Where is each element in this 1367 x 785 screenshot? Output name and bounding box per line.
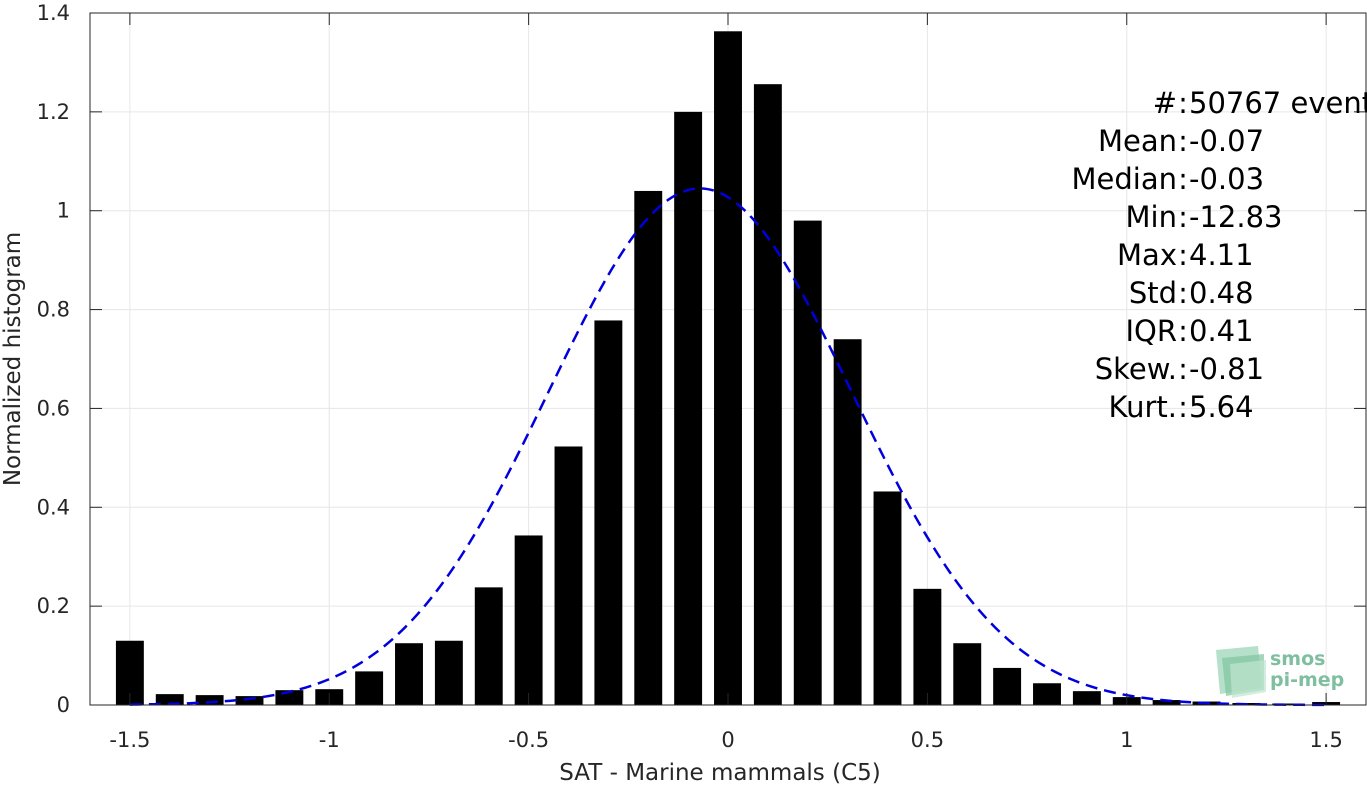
- histogram-bar: [155, 694, 184, 705]
- stat-label: Max: [1117, 238, 1177, 272]
- stat-value: -12.83: [1189, 200, 1283, 234]
- stat-label: Median: [1072, 162, 1177, 196]
- stat-label: #: [1153, 86, 1177, 120]
- stat-colon: :: [1178, 276, 1188, 310]
- stat-label: Min: [1126, 200, 1177, 234]
- histogram-bar: [753, 84, 782, 706]
- stat-value: 0.41: [1189, 314, 1254, 348]
- histogram-bar: [993, 667, 1022, 705]
- histogram-bar: [514, 535, 543, 705]
- stat-colon: :: [1178, 162, 1188, 196]
- stat-colon: :: [1178, 86, 1188, 120]
- histogram-bars: [115, 31, 1341, 706]
- stat-label: IQR: [1125, 314, 1177, 348]
- x-tick-label: 0.5: [911, 728, 944, 752]
- histogram-bar: [913, 588, 942, 705]
- histogram-bar: [554, 446, 583, 705]
- histogram-bar: [634, 190, 663, 705]
- y-tick-label: 1.2: [37, 100, 70, 124]
- stat-colon: :: [1178, 390, 1188, 424]
- stat-label: Kurt.: [1109, 390, 1177, 424]
- stat-value: 5.64: [1189, 390, 1254, 424]
- logo-text-smos: smos: [1270, 648, 1325, 670]
- logo-mark-icon: [1216, 646, 1266, 698]
- histogram-bar: [1272, 703, 1301, 705]
- y-tick-label: 0.2: [37, 594, 70, 618]
- stat-value: -0.07: [1189, 124, 1264, 158]
- stat-value: 50767 events: [1189, 86, 1367, 120]
- stat-label: Mean: [1098, 124, 1177, 158]
- histogram-bar: [873, 491, 902, 705]
- stat-value: -0.03: [1189, 162, 1264, 196]
- histogram-bar: [195, 695, 224, 705]
- y-tick-label: 1: [57, 199, 70, 223]
- x-tick-label: 0: [721, 728, 734, 752]
- y-tick-label: 1.4: [37, 1, 70, 25]
- histogram-bar: [395, 643, 423, 705]
- logo-text-pimep: pi-mep: [1270, 669, 1344, 691]
- histogram-bar: [674, 111, 703, 706]
- histogram-bar: [474, 587, 503, 705]
- histogram-bar: [793, 220, 822, 705]
- y-tick-label: 0: [57, 693, 70, 717]
- histogram-bar: [235, 696, 264, 705]
- histogram-bar: [594, 320, 623, 705]
- stat-value: 4.11: [1189, 238, 1254, 272]
- histogram-bar: [355, 671, 384, 705]
- histogram-bar: [1152, 700, 1181, 705]
- smos-pimep-logo: smos pi-mep: [1216, 646, 1344, 698]
- y-tick-label: 0.4: [37, 495, 70, 519]
- histogram-bar: [953, 643, 982, 705]
- y-tick-label: 0.8: [37, 298, 70, 322]
- histogram-bar: [434, 640, 463, 705]
- stat-colon: :: [1178, 352, 1188, 386]
- statistics-box: # : 50767 events Mean : -0.07 Median : -0.…: [1072, 86, 1367, 424]
- x-tick-label: -1: [319, 728, 340, 752]
- stat-value: 0.48: [1189, 276, 1254, 310]
- stat-colon: :: [1178, 124, 1188, 158]
- stat-value: -0.81: [1189, 352, 1264, 386]
- histogram-bar: [1033, 683, 1061, 705]
- stat-label: Std: [1129, 276, 1177, 310]
- histogram-bar: [714, 31, 742, 705]
- stat-colon: :: [1178, 314, 1188, 348]
- x-axis-label: SAT - Marine mammals (C5): [559, 760, 881, 785]
- y-axis-label: Normalized histogram: [0, 232, 26, 486]
- x-tick-label: 1.5: [1309, 728, 1342, 752]
- stat-colon: :: [1178, 238, 1188, 272]
- y-tick-label: 0.6: [37, 396, 70, 420]
- stat-label: Skew.: [1095, 352, 1177, 386]
- axis-ticks: [90, 12, 1366, 706]
- stat-colon: :: [1178, 200, 1188, 234]
- axis-tick-labels: -1.5 -1 -0.5 0 0.5 1 1.5 0 0.2 0.4 0.6 0.8 1 1.2 1.4: [37, 1, 1343, 752]
- histogram-bar: [833, 339, 862, 705]
- x-tick-label: 1: [1120, 728, 1133, 752]
- histogram-bar: [1072, 691, 1101, 705]
- x-tick-label: -1.5: [109, 728, 150, 752]
- x-tick-label: -0.5: [508, 728, 549, 752]
